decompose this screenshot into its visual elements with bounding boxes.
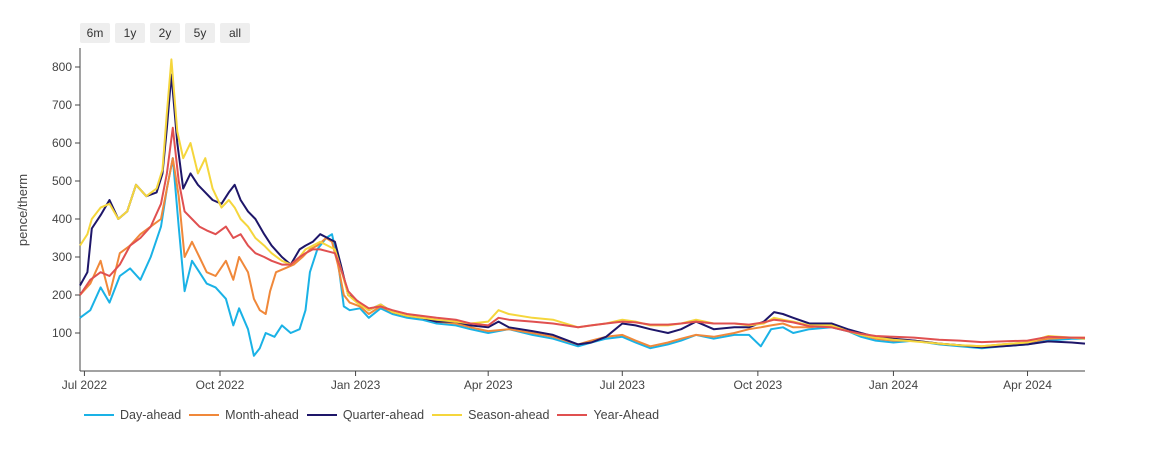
x-tick-label: Jul 2022 <box>62 378 108 392</box>
legend-label: Quarter-ahead <box>342 408 425 422</box>
legend-swatch <box>432 414 463 416</box>
x-tick-label: Oct 2022 <box>196 378 245 392</box>
legend-swatch <box>557 414 588 416</box>
x-tick-label: Apr 2024 <box>1003 378 1052 392</box>
legend-item-month-ahead[interactable]: Month-ahead <box>189 408 299 422</box>
x-axis: Jul 2022 Oct 2022 Jan 2023 Apr 2023 Jul 2023… <box>62 370 1085 392</box>
range-button-all[interactable]: all <box>220 23 250 43</box>
y-tick-label: 400 <box>52 212 72 226</box>
series-line-quarter-ahead <box>79 73 1086 349</box>
x-tick-label: Apr 2023 <box>464 378 513 392</box>
legend-swatch <box>189 414 220 416</box>
y-tick-label: 600 <box>52 136 72 150</box>
y-tick-label: 100 <box>52 326 72 340</box>
x-tick-label: Oct 2023 <box>734 378 783 392</box>
y-axis: 100 200 300 400 500 600 700 800 <box>52 48 81 371</box>
range-button-5y[interactable]: 5y <box>185 23 215 43</box>
legend-label: Season-ahead <box>468 408 550 422</box>
legend-item-season-ahead[interactable]: Season-ahead <box>432 408 549 422</box>
range-button-6m[interactable]: 6m <box>80 23 110 43</box>
chart-legend[interactable]: Day-ahead Month-ahead Quarter-ahead Season-… <box>84 408 667 422</box>
x-tick-label: Jan 2023 <box>331 378 381 392</box>
y-tick-label: 200 <box>52 288 72 302</box>
series-line-season-ahead <box>79 58 1086 348</box>
range-button-2y[interactable]: 2y <box>150 23 180 43</box>
range-selector: 6m 1y 2y 5y all <box>80 23 250 43</box>
legend-item-year-ahead[interactable]: Year-Ahead <box>557 408 659 422</box>
y-tick-label: 500 <box>52 174 72 188</box>
x-tick-label: Jul 2023 <box>600 378 646 392</box>
range-button-1y[interactable]: 1y <box>115 23 145 43</box>
legend-swatch <box>84 414 114 416</box>
y-tick-label: 700 <box>52 98 72 112</box>
x-tick-label: Jan 2024 <box>869 378 919 392</box>
price-line-chart: 100 200 300 400 500 600 700 800 Jul 2022 Oct 202… <box>15 48 1086 392</box>
legend-label: Day-ahead <box>120 408 182 422</box>
legend-item-day-ahead[interactable]: Day-ahead <box>84 408 181 422</box>
y-axis-label: pence/therm <box>15 174 30 246</box>
legend-label: Month-ahead <box>225 408 299 422</box>
legend-item-quarter-ahead[interactable]: Quarter-ahead <box>306 408 425 422</box>
y-tick-label: 800 <box>52 60 72 74</box>
legend-label: Year-Ahead <box>593 408 660 422</box>
plot-area <box>79 58 1086 357</box>
legend-swatch <box>306 414 337 416</box>
y-tick-label: 300 <box>52 250 72 264</box>
series-line-year-ahead <box>79 126 1086 344</box>
